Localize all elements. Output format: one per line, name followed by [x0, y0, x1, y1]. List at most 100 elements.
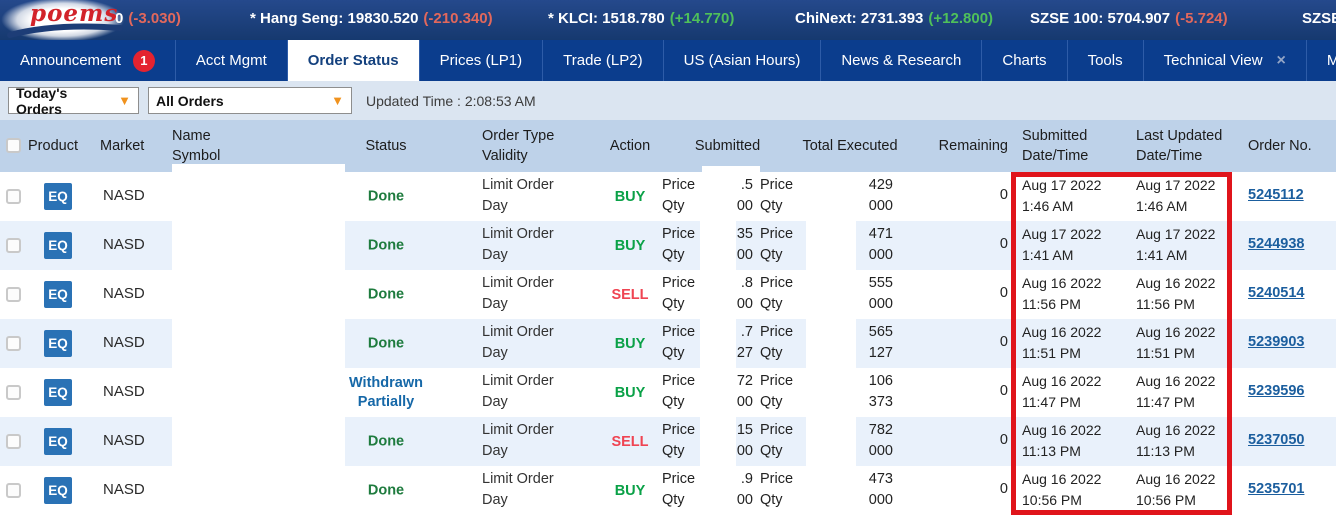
redaction-box: [806, 270, 856, 319]
redaction-box: [806, 368, 856, 417]
nav-tab[interactable]: Prices (LP1): [418, 40, 543, 81]
nav-tab-label: Tools: [1087, 52, 1123, 69]
action-cell: SELL: [611, 433, 649, 450]
row-checkbox[interactable]: [6, 385, 21, 400]
select-all-checkbox[interactable]: [6, 138, 21, 153]
nav-tab[interactable]: US (Asian Hours): [662, 40, 821, 81]
orders-date-filter-select[interactable]: Today's Orders ▼: [8, 84, 139, 117]
product-badge: EQ: [44, 232, 72, 259]
executed-price-qty-labels: Price Qty: [760, 324, 794, 361]
nav-tab[interactable]: Market Data & I: [1305, 40, 1336, 81]
order-type-cell: Limit Order Day: [482, 275, 554, 312]
order-number-link[interactable]: 5239903: [1248, 334, 1305, 350]
redaction-box: [700, 319, 736, 368]
row-checkbox[interactable]: [6, 189, 21, 204]
nav-tab[interactable]: Charts: [981, 40, 1066, 81]
market-cell: NASD: [103, 236, 145, 253]
order-number-link[interactable]: 5239596: [1248, 383, 1305, 399]
executed-values: 473 000: [868, 471, 893, 508]
order-number-link[interactable]: 5240514: [1248, 285, 1305, 301]
orders-date-filter-value: Today's Orders: [16, 84, 68, 117]
row-checkbox[interactable]: [6, 238, 21, 253]
nav-tab[interactable]: Trade (LP2): [542, 40, 662, 81]
table-row: EQ NASD Done Limit Order Day BUY Price Qty…: [0, 221, 1336, 270]
remaining-cell: 0: [999, 432, 1008, 448]
col-header-action: Action: [609, 138, 651, 154]
redaction-box: [700, 221, 736, 270]
nav-tab-label: Order Status: [307, 52, 399, 69]
ticker-item: SZSE: [1302, 10, 1336, 27]
market-cell: NASD: [103, 334, 145, 351]
notification-badge: 1: [132, 49, 155, 72]
orders-type-filter-select[interactable]: All Orders ▼: [148, 87, 352, 114]
nav-tab-label: US (Asian Hours): [683, 52, 801, 69]
market-cell: NASD: [103, 187, 145, 204]
redaction-box: [172, 221, 345, 270]
updated-time-label: Updated Time : 2:08:53 AM: [366, 93, 536, 109]
close-icon[interactable]: ×: [1276, 51, 1286, 69]
submitted-price-qty-labels: Price Qty: [662, 373, 696, 410]
executed-price-qty-labels: Price Qty: [760, 275, 794, 312]
nav-tab[interactable]: Acct Mgmt: [174, 40, 287, 81]
remaining-cell: 0: [999, 187, 1008, 203]
updated-datetime-cell: Aug 17 2022 1:46 AM: [1136, 177, 1216, 214]
submitted-price-qty-labels: Price Qty: [662, 177, 696, 214]
remaining-cell: 0: [999, 236, 1008, 252]
col-header-product: Product: [28, 138, 78, 154]
order-number-link[interactable]: 5237050: [1248, 432, 1305, 448]
redaction-box: [172, 417, 345, 466]
nav-tab[interactable]: Order Status: [286, 40, 419, 81]
order-type-cell: Limit Order Day: [482, 324, 554, 361]
ticker-item-label: * KLCI: 1518.780: [548, 10, 665, 27]
logo-swoosh-icon: [7, 23, 123, 38]
nav-tab[interactable]: Announcement 1: [0, 40, 175, 81]
col-header-total-executed: Total Executed: [802, 138, 898, 154]
filter-bar: Today's Orders ▼ All Orders ▼ Updated Ti…: [0, 81, 1336, 120]
submitted-datetime-cell: Aug 17 2022 1:41 AM: [1022, 226, 1102, 263]
executed-price-qty-labels: Price Qty: [760, 373, 794, 410]
status-cell: Done: [367, 433, 405, 449]
order-type-cell: Limit Order Day: [482, 373, 554, 410]
executed-values: 782 000: [868, 422, 893, 459]
nav-tab-label: Charts: [1002, 52, 1047, 69]
submitted-datetime-cell: Aug 17 2022 1:46 AM: [1022, 177, 1102, 214]
submitted-values: .8 00: [736, 275, 753, 312]
nav-tab[interactable]: News & Research: [820, 40, 981, 81]
submitted-values: 72 00: [736, 373, 753, 410]
order-number-link[interactable]: 5245112: [1248, 187, 1304, 203]
executed-price-qty-labels: Price Qty: [760, 422, 794, 459]
nav-tab[interactable]: Technical View ×: [1142, 40, 1306, 81]
submitted-datetime-cell: Aug 16 2022 11:13 PM: [1022, 422, 1102, 459]
col-header-name-symbol: Name Symbol: [172, 128, 221, 164]
col-header-submitted: Submitted: [694, 138, 761, 154]
col-header-remaining: Remaining: [938, 138, 1008, 154]
submitted-values: .5 00: [736, 177, 753, 214]
ticker-item: SZSE 100: 5704.907 (-5.724): [1030, 10, 1228, 27]
redaction-box: [806, 221, 856, 270]
row-checkbox[interactable]: [6, 287, 21, 302]
submitted-price-qty-labels: Price Qty: [662, 275, 696, 312]
ticker-item-change: (-210.340): [423, 10, 493, 27]
redaction-box: [172, 270, 345, 319]
row-checkbox[interactable]: [6, 483, 21, 498]
status-cell: Done: [367, 335, 405, 351]
remaining-cell: 0: [999, 383, 1008, 399]
executed-price-qty-labels: Price Qty: [760, 226, 794, 263]
updated-datetime-cell: Aug 16 2022 11:51 PM: [1136, 324, 1216, 361]
nav-tab[interactable]: Tools: [1066, 40, 1143, 81]
redaction-box: [172, 368, 345, 417]
market-cell: NASD: [103, 481, 145, 498]
order-number-link[interactable]: 5235701: [1248, 481, 1305, 497]
order-number-link[interactable]: 5244938: [1248, 236, 1305, 252]
row-checkbox[interactable]: [6, 336, 21, 351]
submitted-values: .7 27: [736, 324, 753, 361]
ticker-item-label: * Hang Seng: 19830.520: [250, 10, 419, 27]
product-badge: EQ: [44, 183, 72, 210]
nav-tab-label: Market Data & I: [1326, 52, 1336, 69]
col-header-order-no: Order No.: [1248, 138, 1312, 154]
row-checkbox[interactable]: [6, 434, 21, 449]
status-cell: Done: [367, 188, 405, 204]
col-header-last-updated-datetime: Last Updated Date/Time: [1136, 128, 1223, 164]
executed-price-qty-labels: Price Qty: [760, 471, 794, 508]
nav-tab-label: News & Research: [841, 52, 962, 69]
